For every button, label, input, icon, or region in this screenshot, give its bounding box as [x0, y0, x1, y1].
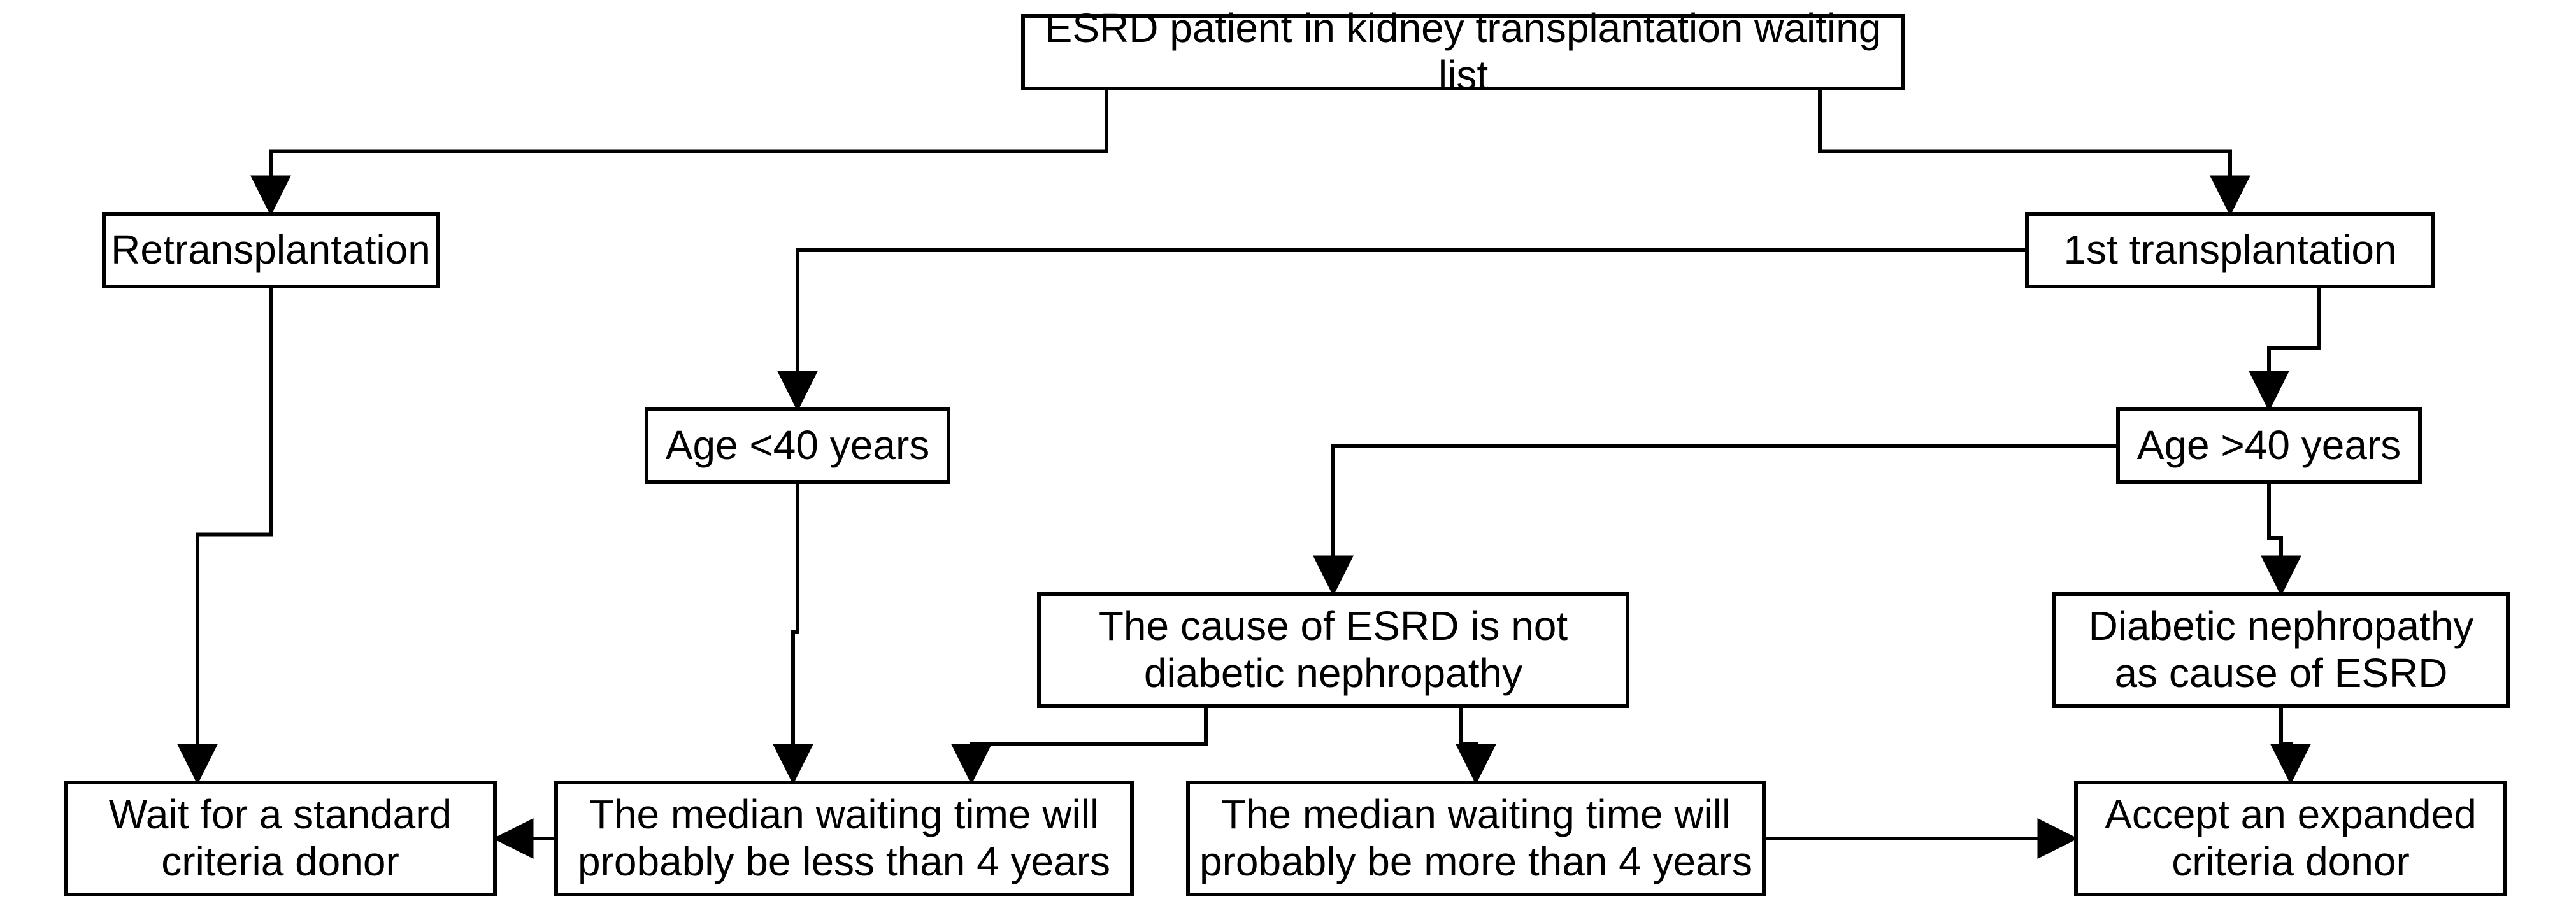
node-first_tx: 1st transplantation: [2025, 212, 2435, 288]
edge-first_tx-to-age_gt40: [2269, 288, 2319, 407]
node-label: Wait for a standard criteria donor: [73, 791, 488, 885]
node-accept_ecd: Accept an expanded criteria donor: [2074, 781, 2507, 896]
node-age_gt40: Age >40 years: [2116, 407, 2422, 484]
node-label: The cause of ESRD is not diabetic nephro…: [1046, 603, 1621, 697]
node-label: ESRD patient in kidney transplantation w…: [1030, 5, 1896, 99]
node-label: The median waiting time will probably be…: [1195, 791, 1757, 885]
edge-root-to-retransplant: [271, 90, 1106, 212]
node-median_lt4: The median waiting time will probably be…: [554, 781, 1134, 896]
edge-not_diabetic-to-median_gt4: [1461, 708, 1476, 781]
edge-retransplant-to-wait_standard: [197, 288, 271, 781]
edge-not_diabetic-to-median_lt4: [971, 708, 1206, 781]
node-not_diabetic: The cause of ESRD is not diabetic nephro…: [1037, 592, 1629, 708]
node-label: Age >40 years: [2137, 422, 2401, 469]
edge-root-to-first_tx: [1820, 90, 2230, 212]
node-label: Diabetic nephropathy as cause of ESRD: [2061, 603, 2501, 697]
edge-age_lt40-to-median_lt4: [793, 484, 798, 781]
edge-age_gt40-to-not_diabetic: [1333, 446, 2116, 592]
node-wait_standard: Wait for a standard criteria donor: [64, 781, 497, 896]
node-age_lt40: Age <40 years: [645, 407, 950, 484]
edge-age_gt40-to-diabetic: [2269, 484, 2281, 592]
node-retransplant: Retransplantation: [102, 212, 440, 288]
node-label: Retransplantation: [111, 227, 431, 274]
node-root: ESRD patient in kidney transplantation w…: [1021, 14, 1905, 90]
node-label: Age <40 years: [666, 422, 930, 469]
node-label: Accept an expanded criteria donor: [2083, 791, 2498, 885]
edge-diabetic-to-accept_ecd: [2281, 708, 2291, 781]
node-median_gt4: The median waiting time will probably be…: [1186, 781, 1766, 896]
node-diabetic: Diabetic nephropathy as cause of ESRD: [2052, 592, 2510, 708]
edge-first_tx-to-age_lt40: [798, 250, 2025, 407]
flowchart-canvas: ESRD patient in kidney transplantation w…: [0, 0, 2576, 906]
node-label: The median waiting time will probably be…: [563, 791, 1125, 885]
node-label: 1st transplantation: [2064, 227, 2397, 274]
